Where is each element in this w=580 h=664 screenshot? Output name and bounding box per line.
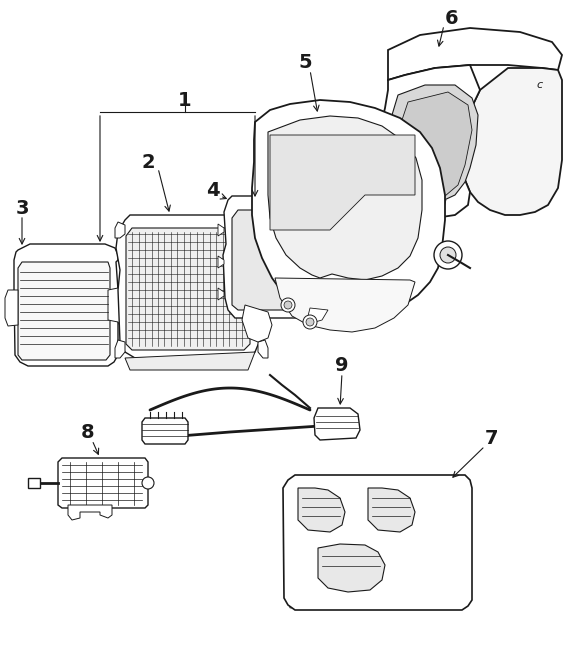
Polygon shape (368, 488, 415, 532)
Text: 4: 4 (206, 181, 220, 199)
Polygon shape (318, 544, 385, 592)
Polygon shape (268, 116, 422, 280)
Polygon shape (258, 222, 268, 238)
Polygon shape (252, 100, 445, 316)
Polygon shape (18, 262, 110, 360)
Polygon shape (108, 280, 122, 330)
Polygon shape (58, 458, 148, 508)
Polygon shape (275, 278, 415, 332)
Text: 3: 3 (15, 199, 29, 218)
Polygon shape (378, 65, 480, 218)
Polygon shape (142, 418, 188, 444)
Text: 1: 1 (178, 90, 192, 110)
Polygon shape (286, 480, 470, 608)
Polygon shape (434, 200, 446, 208)
Polygon shape (116, 215, 265, 358)
Polygon shape (314, 408, 360, 440)
Text: 7: 7 (485, 428, 499, 448)
Polygon shape (412, 195, 424, 203)
Polygon shape (242, 305, 272, 342)
Circle shape (142, 477, 154, 489)
Text: 6: 6 (445, 9, 459, 27)
Polygon shape (125, 352, 255, 370)
Circle shape (434, 241, 462, 269)
Polygon shape (258, 340, 268, 358)
Polygon shape (250, 195, 275, 222)
Polygon shape (232, 210, 308, 310)
Polygon shape (115, 222, 125, 238)
Polygon shape (68, 505, 112, 520)
Polygon shape (14, 244, 118, 366)
Polygon shape (223, 196, 316, 318)
Polygon shape (390, 85, 478, 202)
Polygon shape (218, 256, 224, 268)
Circle shape (281, 298, 295, 312)
Circle shape (306, 318, 314, 326)
Text: 5: 5 (298, 52, 312, 72)
Circle shape (440, 247, 456, 263)
Polygon shape (28, 478, 40, 488)
Polygon shape (5, 290, 18, 326)
Polygon shape (126, 228, 250, 350)
Text: 9: 9 (335, 355, 349, 374)
Text: 8: 8 (81, 422, 95, 442)
Circle shape (284, 301, 292, 309)
Polygon shape (270, 135, 415, 230)
Polygon shape (218, 224, 224, 236)
Circle shape (303, 315, 317, 329)
Polygon shape (400, 92, 472, 198)
Polygon shape (283, 475, 472, 610)
Text: 2: 2 (141, 153, 155, 171)
Polygon shape (308, 308, 328, 322)
Polygon shape (388, 28, 562, 80)
Polygon shape (115, 340, 125, 358)
Polygon shape (298, 488, 345, 532)
Text: c: c (537, 80, 543, 90)
Polygon shape (218, 288, 224, 300)
Polygon shape (462, 68, 562, 215)
